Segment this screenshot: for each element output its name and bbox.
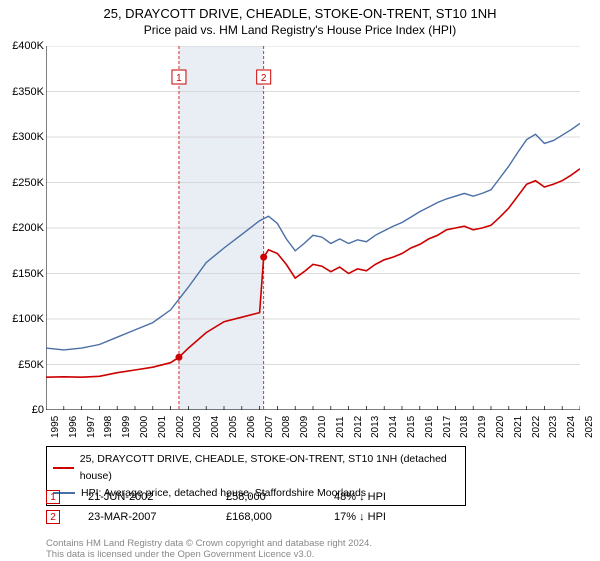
x-tick-label: 2000	[139, 416, 150, 438]
x-tick-label: 2013	[370, 416, 381, 438]
chart-title-line1: 25, DRAYCOTT DRIVE, CHEADLE, STOKE-ON-TR…	[0, 0, 600, 21]
x-tick-label: 2004	[210, 416, 221, 438]
x-tick-label: 2001	[157, 416, 168, 438]
y-tick-label: £300K	[0, 131, 44, 143]
marker-price: £58,000	[226, 491, 306, 503]
svg-text:2: 2	[261, 73, 267, 84]
x-tick-label: 1995	[50, 416, 61, 438]
x-tick-label: 1996	[68, 416, 79, 438]
x-tick-label: 1999	[121, 416, 132, 438]
x-tick-label: 2005	[228, 416, 239, 438]
marker-pct: 17% ↓ HPI	[334, 511, 424, 523]
chart-area: 12	[46, 46, 580, 410]
x-tick-label: 2007	[264, 416, 275, 438]
legend-swatch-price	[53, 467, 74, 469]
x-axis-labels: 1995 1996 1997 1998 1999 2000 2001 2002 2003 2004…	[46, 410, 580, 440]
footer: Contains HM Land Registry data © Crown c…	[46, 538, 372, 561]
footer-line1: Contains HM Land Registry data © Crown c…	[46, 538, 372, 549]
x-tick-label: 2008	[281, 416, 292, 438]
marker-price: £168,000	[226, 511, 306, 523]
x-tick-label: 2009	[299, 416, 310, 438]
chart-title-line2: Price paid vs. HM Land Registry's House …	[0, 21, 600, 37]
x-tick-label: 2014	[388, 416, 399, 438]
y-tick-label: £350K	[0, 86, 44, 98]
x-tick-label: 2006	[246, 416, 257, 438]
x-tick-label: 1998	[103, 416, 114, 438]
x-tick-label: 2022	[531, 416, 542, 438]
x-tick-label: 2017	[442, 416, 453, 438]
x-tick-label: 2019	[477, 416, 488, 438]
y-tick-label: £250K	[0, 177, 44, 189]
marker-badge-1: 1	[46, 490, 60, 504]
x-tick-label: 2015	[406, 416, 417, 438]
x-tick-label: 2010	[317, 416, 328, 438]
y-tick-label: £0	[0, 404, 44, 416]
marker-row-2: 2 23-MAR-2007 £168,000 17% ↓ HPI	[46, 510, 424, 524]
chart-svg: 12	[46, 46, 580, 410]
x-tick-label: 2018	[459, 416, 470, 438]
x-tick-label: 2023	[548, 416, 559, 438]
x-tick-label: 2020	[495, 416, 506, 438]
x-tick-label: 2025	[584, 416, 595, 438]
y-tick-label: £400K	[0, 40, 44, 52]
y-tick-label: £50K	[0, 359, 44, 371]
x-tick-label: 2012	[353, 416, 364, 438]
footer-line2: This data is licensed under the Open Gov…	[46, 549, 372, 560]
x-tick-label: 2003	[192, 416, 203, 438]
marker-date: 21-JUN-2002	[88, 491, 198, 503]
x-tick-label: 2011	[335, 416, 346, 438]
y-tick-label: £200K	[0, 222, 44, 234]
x-tick-label: 2024	[566, 416, 577, 438]
x-tick-label: 2002	[175, 416, 186, 438]
x-tick-label: 1997	[86, 416, 97, 438]
svg-text:1: 1	[176, 73, 182, 84]
marker-pct: 48% ↓ HPI	[334, 491, 424, 503]
marker-badge-2: 2	[46, 510, 60, 524]
legend-label: 25, DRAYCOTT DRIVE, CHEADLE, STOKE-ON-TR…	[80, 451, 459, 485]
marker-row-1: 1 21-JUN-2002 £58,000 48% ↓ HPI	[46, 490, 424, 504]
y-tick-label: £100K	[0, 313, 44, 325]
y-tick-label: £150K	[0, 268, 44, 280]
marker-date: 23-MAR-2007	[88, 511, 198, 523]
legend-row: 25, DRAYCOTT DRIVE, CHEADLE, STOKE-ON-TR…	[53, 451, 459, 485]
x-tick-label: 2016	[424, 416, 435, 438]
x-tick-label: 2021	[513, 416, 524, 438]
